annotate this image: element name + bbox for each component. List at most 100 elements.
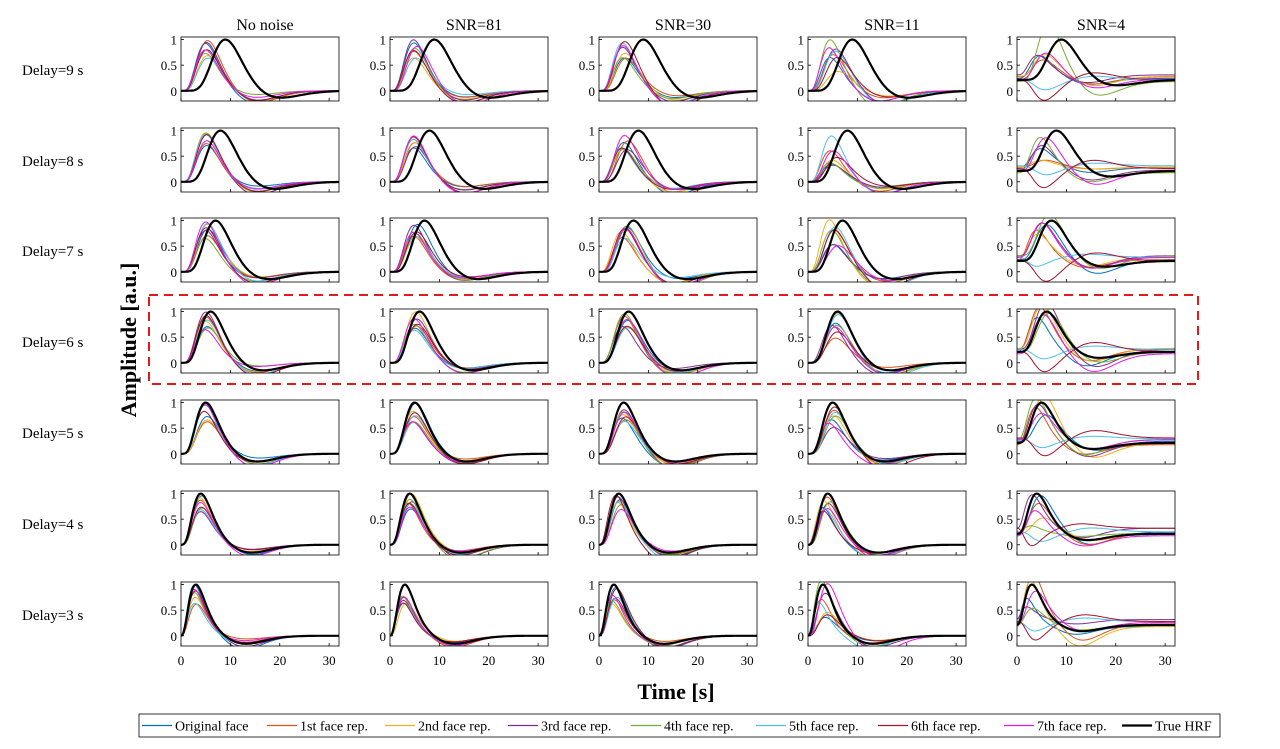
subplot: 00.51 xyxy=(161,396,340,465)
true-hrf-line xyxy=(390,129,548,190)
series-line xyxy=(1017,159,1175,189)
y-tick-label: 0.5 xyxy=(788,149,804,164)
x-tick-label: 30 xyxy=(741,653,754,668)
series-line xyxy=(181,223,339,278)
true-hrf-line xyxy=(808,129,966,190)
y-tick-label: 0 xyxy=(589,84,596,99)
y-tick-label: 0 xyxy=(380,356,387,371)
true-hrf-line xyxy=(1017,492,1175,542)
subplot: 00.510 10 20 30 xyxy=(161,578,340,668)
y-tick-label: 1 xyxy=(589,396,596,411)
column-title: SNR=81 xyxy=(446,17,502,34)
y-tick-label: 0 xyxy=(380,265,387,280)
y-tick-label: 0.5 xyxy=(161,58,177,73)
y-tick-label: 0 xyxy=(380,84,387,99)
series-line xyxy=(1017,430,1175,457)
series-line xyxy=(1017,159,1175,170)
row-labels: Delay=9 s Delay=8 s Delay=7 s Delay=6 s Dela… xyxy=(22,63,84,624)
true-hrf-line xyxy=(1017,310,1175,359)
series-line xyxy=(390,412,548,464)
subplot: 00.51 xyxy=(370,214,549,283)
y-tick-label: 0 xyxy=(589,538,596,553)
y-tick-label: 0.5 xyxy=(579,603,595,618)
y-tick-label: 0 xyxy=(1007,265,1014,280)
y-tick-label: 1 xyxy=(171,396,178,411)
series-line xyxy=(390,602,548,644)
subplot: 00.51 xyxy=(579,305,758,374)
subplot: 00.51 xyxy=(161,124,340,193)
series-line xyxy=(390,402,548,462)
x-tick-label: 20 xyxy=(1109,653,1122,668)
x-tick-label: 10 xyxy=(851,653,864,668)
y-tick-label: 1 xyxy=(589,124,596,139)
series-line xyxy=(1017,342,1175,373)
series-line xyxy=(1017,54,1175,87)
axes-box xyxy=(180,581,340,647)
series-line xyxy=(1017,252,1175,282)
y-tick-label: 1 xyxy=(798,305,805,320)
subplot: 00.51 xyxy=(370,396,549,465)
y-tick-label: 0.5 xyxy=(370,421,386,436)
y-tick-label: 0 xyxy=(1007,175,1014,190)
series-line xyxy=(1017,510,1175,547)
true-hrf-line xyxy=(390,401,548,463)
true-hrf-line xyxy=(181,310,339,372)
y-tick-label: 1 xyxy=(1007,33,1014,48)
series-line xyxy=(1017,314,1175,372)
y-tick-label: 0 xyxy=(589,356,596,371)
legend-label: 7th face rep. xyxy=(1037,720,1107,735)
series-line xyxy=(390,416,548,460)
y-tick-label: 0.5 xyxy=(370,149,386,164)
axes-box xyxy=(1016,308,1176,374)
y-tick-label: 0 xyxy=(171,265,178,280)
y-tick-label: 0.5 xyxy=(997,421,1013,436)
series-line xyxy=(390,502,548,555)
subplot: 00.510 10 20 30 xyxy=(788,578,967,668)
row-label: Delay=3 s xyxy=(22,608,84,624)
y-tick-label: 0.5 xyxy=(997,330,1013,345)
true-hrf-line xyxy=(808,310,966,372)
y-axis-label: Amplitude [a.u.] xyxy=(116,263,141,418)
y-tick-label: 0.5 xyxy=(788,330,804,345)
subplot: 00.51 xyxy=(579,396,758,465)
true-hrf-line xyxy=(390,583,548,645)
y-tick-label: 0.5 xyxy=(579,239,595,254)
y-tick-label: 1 xyxy=(798,33,805,48)
series-line xyxy=(599,45,757,101)
y-tick-label: 1 xyxy=(380,214,387,229)
y-tick-label: 1 xyxy=(1007,214,1014,229)
x-tick-label: 10 xyxy=(433,653,446,668)
x-tick-label: 30 xyxy=(1159,653,1172,668)
series-line xyxy=(808,322,966,373)
subplot: 00.51 xyxy=(370,33,549,102)
series-line xyxy=(181,509,339,554)
y-tick-label: 1 xyxy=(589,33,596,48)
y-tick-label: 0.5 xyxy=(161,330,177,345)
y-tick-label: 0 xyxy=(171,84,178,99)
y-tick-label: 0.5 xyxy=(370,330,386,345)
y-tick-label: 1 xyxy=(1007,396,1014,411)
y-tick-label: 0.5 xyxy=(161,512,177,527)
subplot: 00.51 xyxy=(161,305,340,374)
series-line xyxy=(599,419,757,464)
x-tick-label: 10 xyxy=(224,653,237,668)
y-tick-label: 1 xyxy=(380,578,387,593)
true-hrf-line xyxy=(1017,401,1175,451)
y-tick-label: 0 xyxy=(171,356,178,371)
y-tick-label: 0.5 xyxy=(788,58,804,73)
series-line xyxy=(808,47,966,101)
series-line xyxy=(599,417,757,464)
axes-box xyxy=(389,127,549,193)
true-hrf-line xyxy=(1017,129,1175,178)
y-tick-label: 0 xyxy=(589,447,596,462)
axes-box xyxy=(180,399,340,465)
y-tick-label: 1 xyxy=(589,578,596,593)
y-tick-label: 0 xyxy=(589,265,596,280)
y-tick-label: 1 xyxy=(1007,124,1014,139)
column-titles: No noise SNR=81 SNR=30 SNR=11 SNR=4 xyxy=(236,17,1125,34)
series-line xyxy=(1017,523,1175,547)
series-line xyxy=(599,326,757,373)
true-hrf-line xyxy=(599,401,757,463)
subplot: 00.51 xyxy=(788,487,967,556)
series-line xyxy=(390,421,548,463)
